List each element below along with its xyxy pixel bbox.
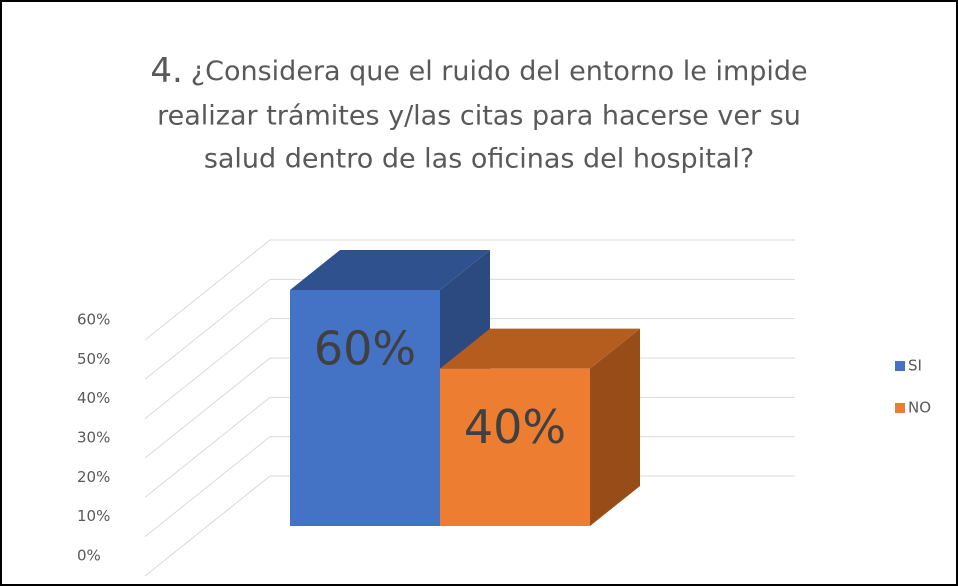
bar-top (290, 250, 490, 290)
bar (290, 290, 440, 526)
value-label: 60% (314, 322, 416, 376)
y-tick-label: 30% (77, 429, 110, 447)
y-tick-label: 0% (77, 547, 101, 565)
title-number: 4. (150, 51, 182, 91)
title-line: realizar trámites y/las citas para hacer… (157, 101, 801, 132)
bar-top (440, 328, 640, 369)
y-tick-label: 20% (77, 468, 110, 486)
y-tick-label: 10% (77, 507, 110, 525)
legend-swatch (895, 403, 905, 413)
title-line: salud dentro de las oficinas del hospita… (204, 144, 754, 175)
legend-label: NO (908, 399, 931, 417)
bar-side (590, 328, 640, 526)
grid-line (144, 239, 795, 341)
legend-label: SI (908, 357, 922, 375)
bar (440, 368, 590, 526)
grid-line (144, 278, 795, 380)
legend-swatch (895, 361, 905, 371)
y-tick-label: 50% (77, 350, 110, 368)
y-tick-label: 40% (77, 389, 110, 407)
value-label: 40% (464, 400, 566, 454)
grid-line (144, 318, 795, 420)
chart-title: 4. ¿Considera que el ruido del entorno le… (150, 51, 807, 91)
title-line: ¿Considera que el ruido del entorno le i… (191, 56, 808, 87)
y-tick-label: 60% (77, 311, 110, 329)
